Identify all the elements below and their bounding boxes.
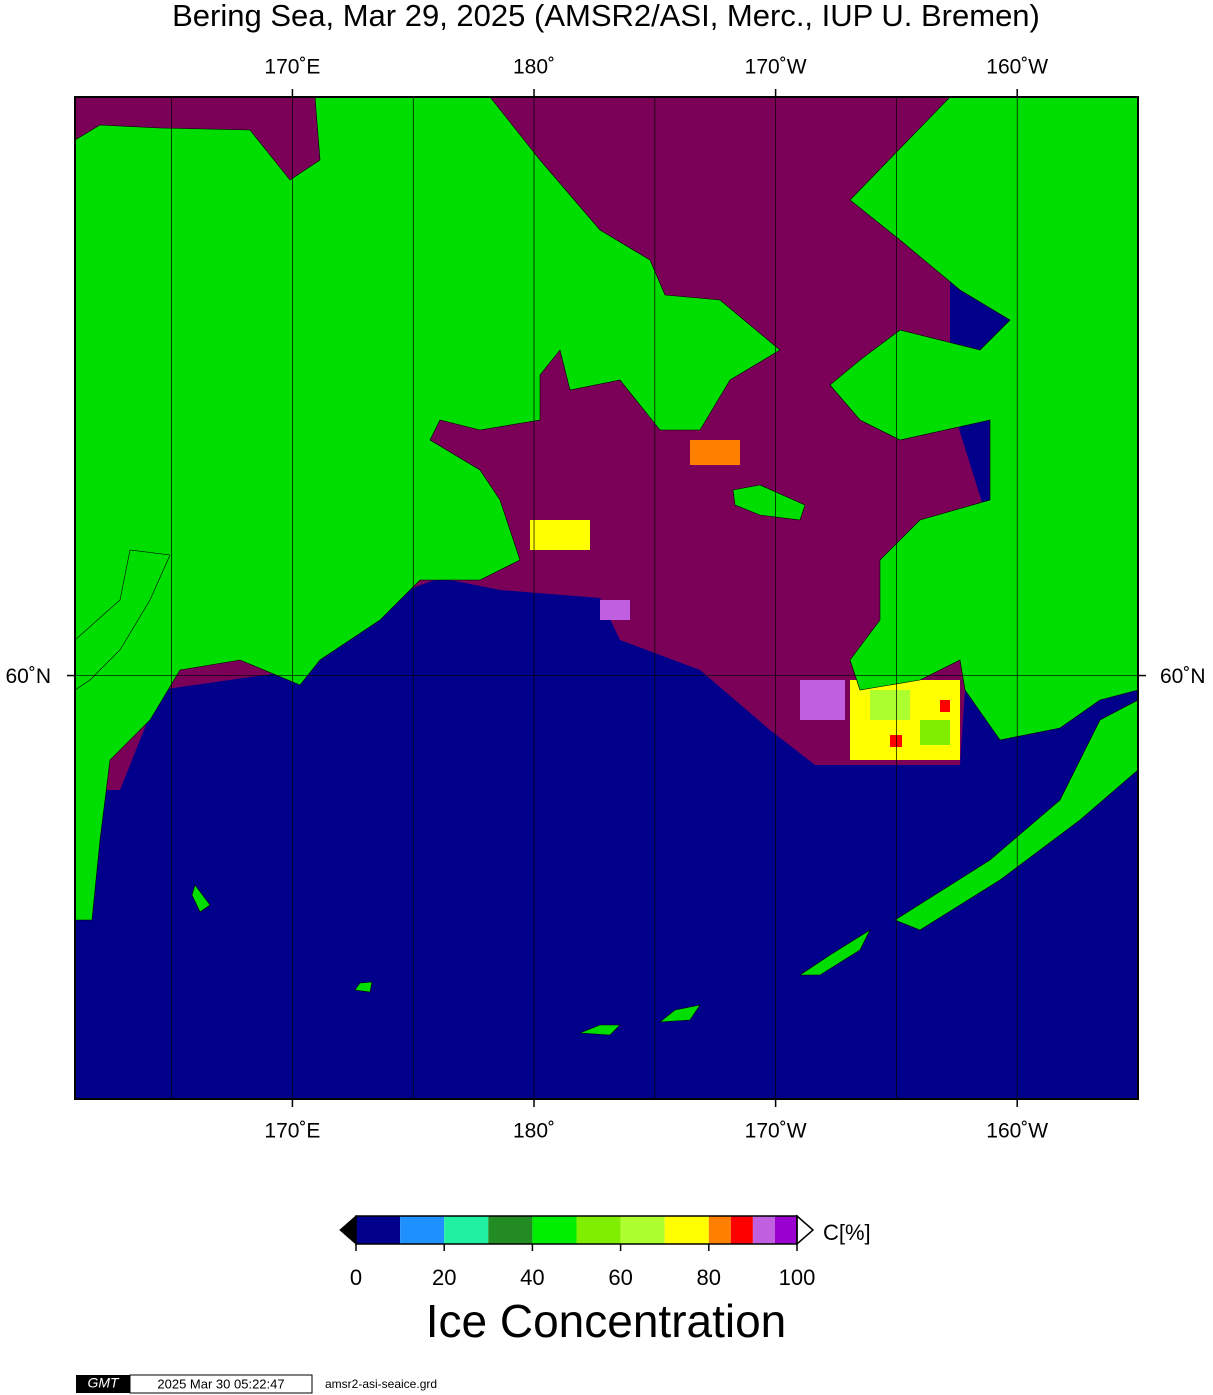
map-frame	[74, 96, 1139, 1100]
timestamp-box	[129, 1374, 313, 1394]
x-tick-label-top: 170˚E	[264, 56, 320, 79]
x-tick-label-bottom: 170˚W	[745, 1120, 807, 1143]
colorbar-segment	[576, 1216, 621, 1244]
colorbar-tick-label: 60	[608, 1265, 632, 1290]
colorbar-tick-label: 40	[520, 1265, 544, 1290]
colorbar-label: Ice Concentration	[426, 1295, 787, 1347]
colorbar-tick-label: 0	[350, 1265, 362, 1290]
timestamp: 2025 Mar 30 05:22:47	[157, 1376, 284, 1391]
footer: GMT 2025 Mar 30 05:22:47 amsr2-asi-seaic…	[76, 1374, 437, 1394]
colorbar-segment	[488, 1216, 533, 1244]
colorbar-tick-label: 100	[779, 1265, 816, 1290]
colorbar-under	[339, 1214, 357, 1246]
colorbar-segment	[730, 1216, 753, 1244]
colorbar-unit: C[%]	[823, 1220, 871, 1245]
map-title: Bering Sea, Mar 29, 2025 (AMSR2/ASI, Mer…	[172, 0, 1040, 33]
x-tick-label-top: 180˚	[513, 56, 555, 79]
colorbar-tick-label: 80	[697, 1265, 721, 1290]
colorbar-segment	[444, 1216, 489, 1244]
colorbar-segment	[400, 1216, 445, 1244]
colorbar-segment	[356, 1216, 401, 1244]
colorbar-tick-label: 20	[432, 1265, 456, 1290]
x-tick-label-bottom: 160˚W	[986, 1120, 1048, 1143]
colorbar-segment	[708, 1216, 731, 1244]
land	[75, 97, 1138, 1036]
logo: GMT	[87, 1375, 120, 1391]
colorbar-segment	[532, 1216, 577, 1244]
file-name: amsr2-asi-seaice.grd	[325, 1377, 437, 1391]
colorbar-over	[796, 1214, 815, 1246]
map-area	[75, 97, 1138, 1099]
colorbar-segment	[774, 1216, 797, 1244]
colorbar-frame	[355, 1215, 798, 1245]
y-tick-label-right: 60˚N	[1160, 665, 1206, 688]
y-tick-label-left: 60˚N	[5, 665, 51, 688]
colorbar-segment	[664, 1216, 709, 1244]
x-tick-label-bottom: 180˚	[513, 1120, 555, 1143]
colorbar-segment	[620, 1216, 665, 1244]
logo-box	[76, 1375, 130, 1393]
x-tick-label-top: 170˚W	[745, 56, 807, 79]
colorbar-segment	[752, 1216, 775, 1244]
x-tick-label-bottom: 170˚E	[264, 1120, 320, 1143]
x-tick-label-top: 160˚W	[986, 56, 1048, 79]
